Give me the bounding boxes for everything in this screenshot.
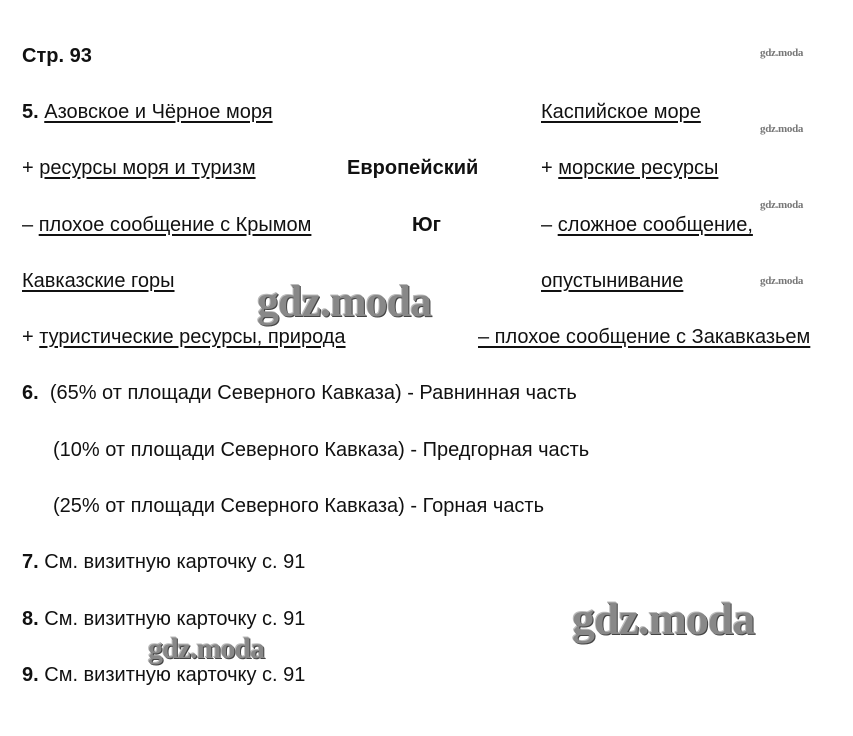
watermark-medium: gdz.moda	[148, 632, 265, 665]
watermark-small: gdz.moda	[760, 275, 804, 287]
watermark-large: gdz.moda	[572, 593, 755, 644]
q5-center-line2: Юг	[412, 214, 441, 236]
q5-left-title: 5. Азовское и Чёрное моря	[22, 101, 273, 123]
q5-right-title: Каспийское море	[541, 101, 701, 123]
q9: 9. См. визитную карточку с. 91	[22, 664, 306, 686]
q6-line-1: 6. (65% от площади Северного Кавказа) - …	[22, 382, 577, 404]
q8: 8. См. визитную карточку с. 91	[22, 608, 306, 630]
watermark-small: gdz.moda	[760, 123, 804, 135]
q7: 7. См. визитную карточку с. 91	[22, 551, 306, 573]
q5-mountains-minus: – плохое сообщение с Закавказьем	[478, 326, 811, 348]
q5-left-minus: – плохое сообщение с Крымом	[22, 214, 312, 236]
q5-left-plus: + ресурсы моря и туризм	[22, 157, 256, 179]
watermark-large: gdz.moda	[257, 277, 432, 326]
page-label: Стр. 93	[22, 45, 92, 67]
q6-line-2: (10% от площади Северного Кавказа) - Пре…	[53, 439, 590, 461]
q5-right-plus: + морские ресурсы	[541, 157, 719, 179]
q5-mountains-title: Кавказские горы	[22, 270, 175, 292]
q5-center-line1: Европейский	[347, 157, 479, 179]
watermark-small: gdz.moda	[760, 47, 804, 59]
watermark-small: gdz.moda	[760, 199, 804, 211]
q5-mountains-plus: + туристические ресурсы, природа	[22, 326, 346, 348]
q6-line-3: (25% от площади Северного Кавказа) - Гор…	[53, 495, 545, 517]
q5-right-minus-cont: опустынивание	[541, 270, 684, 292]
q5-right-minus: – сложное сообщение,	[541, 214, 753, 236]
